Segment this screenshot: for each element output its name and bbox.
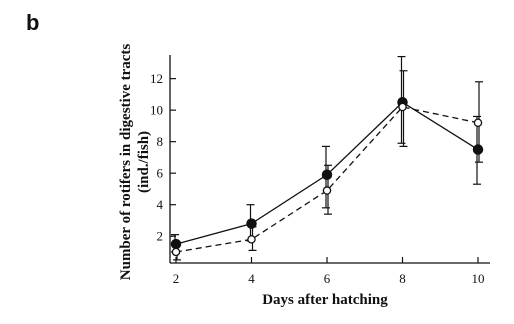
x-axis-title: Days after hatching: [262, 292, 388, 308]
x-tick-label: 6: [324, 271, 331, 286]
panel-label: b: [26, 10, 39, 35]
y-tick-label: 10: [150, 103, 163, 118]
data-point-open: [247, 235, 256, 244]
plot-area: [170, 55, 484, 261]
x-tick-label: 2: [173, 271, 180, 286]
data-point-filled: [170, 238, 182, 250]
x-tick-label: 8: [399, 271, 406, 286]
y-tick-label: 4: [157, 197, 164, 212]
x-ticks: 2 4 6 8 10: [173, 257, 485, 286]
y-tick-label: 8: [157, 134, 164, 149]
data-point-open: [171, 247, 181, 257]
x-tick-label: 10: [472, 271, 485, 286]
y-axis-title-line2: (ind./fish): [136, 131, 152, 193]
y-tick-label: 12: [150, 71, 163, 86]
data-point-open: [322, 186, 332, 195]
x-tick-label: 4: [248, 271, 255, 286]
data-point-filled: [321, 169, 333, 181]
y-tick-label: 2: [157, 229, 164, 244]
y-axis-title-line1: Number of rotifers in digestive tracts: [118, 44, 134, 281]
y-ticks: 2 4 6 8 10 12: [150, 71, 176, 244]
y-axis-title-group: Number of rotifers in digestive tracts (…: [118, 44, 152, 281]
series-line-2: [175, 106, 479, 253]
data-point-open: [398, 102, 407, 112]
data-point-filled: [472, 144, 484, 155]
data-point-filled: [246, 218, 257, 229]
data-point-open: [473, 118, 483, 128]
y-tick-label: 6: [157, 166, 164, 181]
